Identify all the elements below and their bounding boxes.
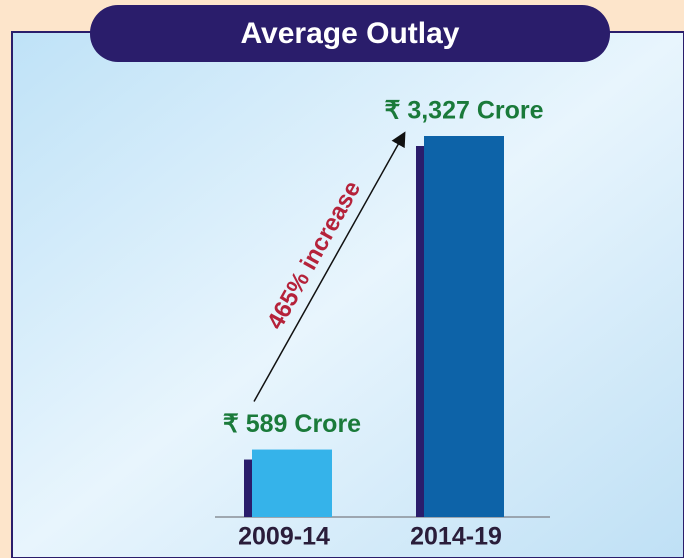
x-tick-label: 2009-14 [238, 523, 330, 551]
panel [11, 31, 684, 558]
title-pill [90, 5, 610, 62]
value-label: ₹ 589 Crore [223, 410, 361, 438]
arrow [253, 131, 406, 402]
x-tick-label: 2014-19 [410, 523, 502, 551]
bar-shadow [416, 146, 424, 517]
bar-shadow [244, 459, 252, 517]
bar [252, 449, 332, 517]
chart-title: Average Outlay [241, 17, 460, 50]
value-label: ₹ 3,327 Crore [384, 97, 543, 125]
bar [424, 136, 504, 517]
